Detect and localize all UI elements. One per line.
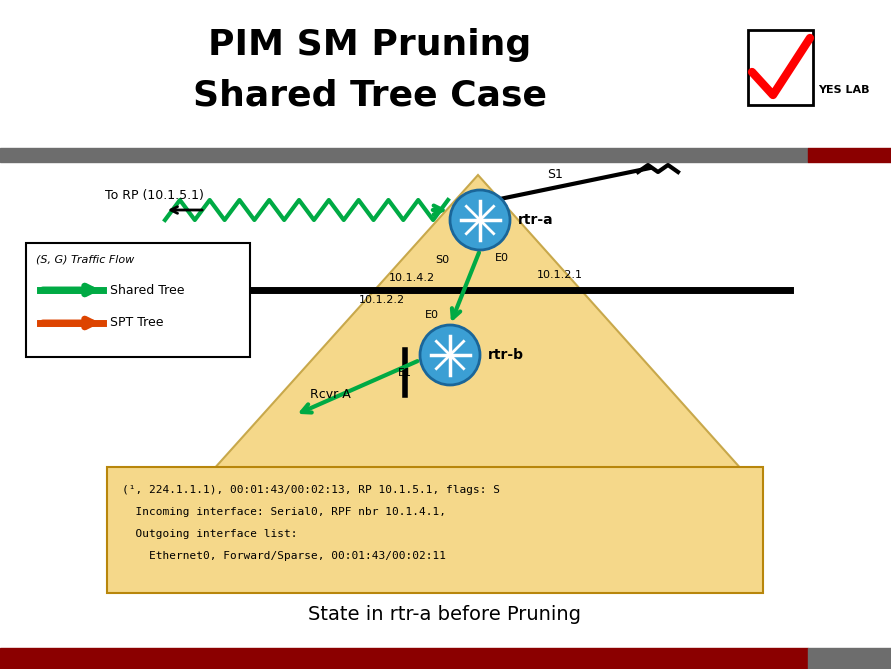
- Text: To RP (10.1.5.1): To RP (10.1.5.1): [105, 189, 204, 201]
- Bar: [0, 0, 891, 148]
- Text: State in rtr-a before Pruning: State in rtr-a before Pruning: [308, 605, 582, 624]
- Text: Shared Tree Case: Shared Tree Case: [193, 78, 547, 112]
- Text: E0: E0: [495, 253, 509, 263]
- Text: Ethernet0, Forward/Sparse, 00:01:43/00:02:11: Ethernet0, Forward/Sparse, 00:01:43/00:0…: [122, 551, 446, 561]
- Text: Rcvr A: Rcvr A: [310, 389, 351, 401]
- FancyBboxPatch shape: [26, 243, 250, 357]
- Text: (S, G) Traffic Flow: (S, G) Traffic Flow: [36, 254, 135, 264]
- Polygon shape: [195, 175, 760, 490]
- Text: rtr-b: rtr-b: [488, 348, 524, 362]
- Text: YES LAB: YES LAB: [818, 85, 870, 95]
- Text: 10.1.2.2: 10.1.2.2: [359, 295, 405, 305]
- Bar: [808, 648, 891, 669]
- Text: Incoming interface: Serial0, RPF nbr 10.1.4.1,: Incoming interface: Serial0, RPF nbr 10.…: [122, 507, 446, 517]
- Text: S0: S0: [435, 255, 449, 265]
- Circle shape: [450, 190, 510, 250]
- Text: (¹, 224.1.1.1), 00:01:43/00:02:13, RP 10.1.5.1, flags: S: (¹, 224.1.1.1), 00:01:43/00:02:13, RP 10…: [122, 485, 500, 495]
- Text: Outgoing interface list:: Outgoing interface list:: [122, 529, 298, 539]
- Bar: [0, 648, 808, 669]
- Text: SPT Tree: SPT Tree: [110, 316, 164, 330]
- Bar: [0, 162, 891, 640]
- Text: PIM SM Pruning: PIM SM Pruning: [208, 28, 532, 62]
- Bar: [808, 148, 891, 162]
- Text: E1: E1: [398, 368, 412, 378]
- Text: 10.1.4.2: 10.1.4.2: [389, 273, 435, 283]
- Text: E0: E0: [425, 310, 439, 320]
- Text: Shared Tree: Shared Tree: [110, 284, 184, 296]
- Circle shape: [420, 325, 480, 385]
- Text: S1: S1: [547, 169, 563, 181]
- Text: 10.1.2.1: 10.1.2.1: [537, 270, 583, 280]
- Bar: [748, 30, 813, 105]
- Text: rtr-a: rtr-a: [518, 213, 553, 227]
- FancyBboxPatch shape: [107, 467, 763, 593]
- Bar: [0, 148, 808, 162]
